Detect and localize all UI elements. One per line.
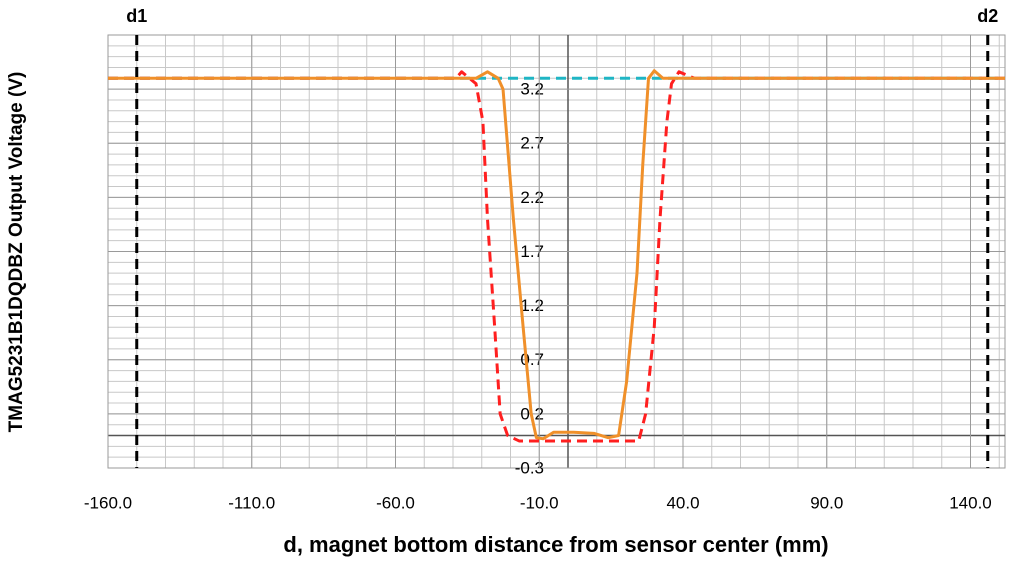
marker-label: d2 [977,6,998,26]
x-axis-title: d, magnet bottom distance from sensor ce… [283,532,828,557]
x-tick-label: 90.0 [810,493,843,512]
series-line [108,70,1005,443]
x-tick-label: 140.0 [949,493,992,512]
series-line [108,69,1005,441]
x-tick-label: 40.0 [666,493,699,512]
marker-label: d1 [126,6,147,26]
x-tick-label: -10.0 [520,493,559,512]
y-tick-label: 3.2 [520,80,544,99]
y-tick-label: 2.2 [520,188,544,207]
x-tick-label: -110.0 [228,493,275,512]
y-tick-label: 2.7 [520,134,544,153]
y-tick-label: -0.3 [515,458,544,477]
y-axis-title: TMAG5231B1DQDBZ Output Voltage (V) [6,72,27,433]
y-tick-label: 1.7 [520,242,544,261]
y-tick-label: 0.7 [520,350,544,369]
x-tick-label: -60.0 [376,493,415,512]
x-tick-label: -160.0 [84,493,132,512]
y-tick-label: 1.2 [520,296,544,315]
